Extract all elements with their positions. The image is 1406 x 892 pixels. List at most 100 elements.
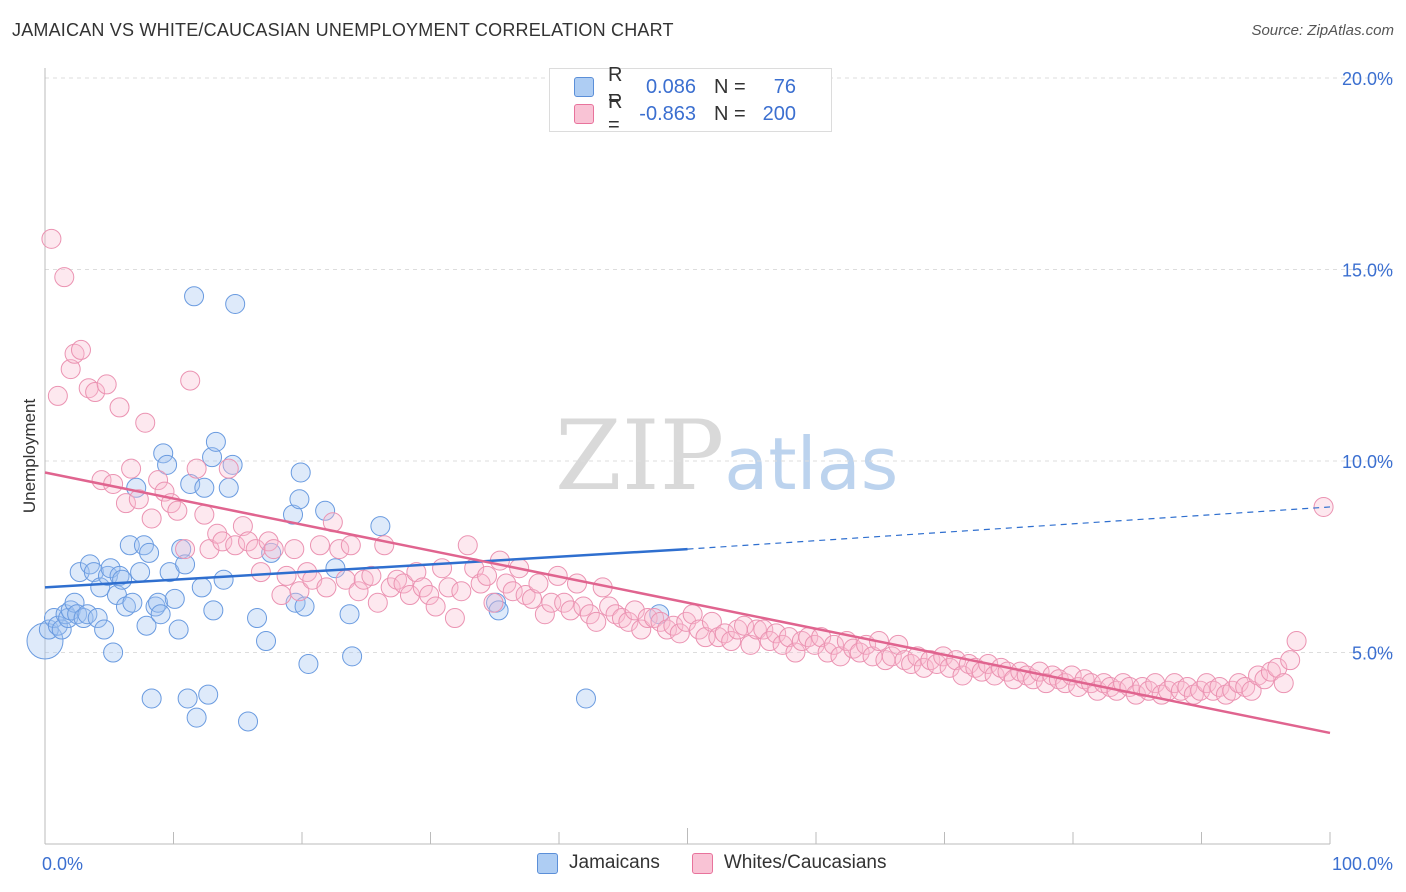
jamaican-point (225, 293, 246, 314)
jamaican-point (94, 619, 115, 640)
white-point (432, 558, 453, 579)
jamaican-point (184, 286, 205, 307)
white-point (618, 611, 639, 632)
white-point (348, 581, 369, 602)
white-point (47, 385, 68, 406)
legend-r-value: -0.863 (639, 102, 696, 125)
jamaican-point (77, 604, 98, 625)
legend-r-value: 0.086 (645, 75, 696, 98)
white-point (406, 562, 427, 583)
white-point (121, 458, 142, 479)
jamaican-point (67, 604, 88, 625)
jamaican-point (342, 646, 363, 667)
watermark-zip: ZIP (555, 400, 725, 512)
white-point (54, 267, 75, 288)
stats-legend: R = 0.086 N = 76 R = -0.863 N = 200 (549, 64, 832, 136)
white-point (284, 539, 305, 560)
jamaican-point (103, 642, 124, 663)
white-point (785, 642, 806, 663)
legend-n-label: N = (714, 75, 746, 98)
white-point (791, 631, 812, 652)
legend-n-value: 200 (762, 102, 796, 125)
white-point (644, 608, 665, 629)
white-point (225, 535, 246, 556)
white-point (1215, 684, 1236, 705)
watermark-atlas: atlas (724, 422, 899, 506)
jamaican-point (218, 477, 239, 498)
jamaican-trend-line (44, 547, 688, 589)
white-point (271, 585, 292, 606)
white-point (444, 608, 465, 629)
source-label: Source: ZipAtlas.com (1251, 22, 1394, 39)
white-point (238, 531, 259, 552)
white-point (212, 531, 233, 552)
jamaican-point (205, 431, 226, 452)
jamaican-point (294, 596, 315, 617)
white-point (669, 623, 690, 644)
jamaican-point (175, 554, 196, 575)
chart-title: JAMAICAN VS WHITE/CAUCASIAN UNEMPLOYMENT… (12, 20, 674, 40)
white-point (894, 650, 915, 671)
white-point (515, 585, 536, 606)
white-point (528, 573, 549, 594)
jamaican-point (139, 542, 160, 563)
white-point (387, 569, 408, 590)
white-point (1267, 657, 1288, 678)
jamaican-point (119, 535, 140, 556)
white-point (566, 573, 587, 594)
jamaican-point (339, 604, 360, 625)
white-point (141, 508, 162, 529)
white-point (534, 604, 555, 625)
white-point (393, 573, 414, 594)
white-point (483, 592, 504, 613)
white-point (952, 665, 973, 686)
jamaican-point (370, 516, 391, 537)
y-tick-label: 15.0% (1342, 261, 1393, 281)
white-point (1241, 680, 1262, 701)
white-point (637, 608, 658, 629)
white-point (451, 581, 472, 602)
white-point (96, 374, 117, 395)
jamaican-point (157, 454, 178, 475)
white-point (830, 646, 851, 667)
white-point (907, 646, 928, 667)
jamaican-point (194, 477, 215, 498)
jamaican-point (186, 707, 207, 728)
white-point (1260, 661, 1281, 682)
white-point (823, 634, 844, 655)
legend-label-jamaicans: Jamaicans (569, 852, 660, 873)
white-point (135, 412, 156, 433)
white-point (70, 339, 91, 360)
jamaican-point (289, 489, 310, 510)
white-point (148, 470, 169, 491)
white-point (746, 619, 767, 640)
jamaican-point (69, 562, 90, 583)
white-point (250, 562, 271, 583)
white-point (115, 493, 136, 514)
jamaican-point (130, 562, 151, 583)
white-point (419, 585, 440, 606)
white-point (502, 581, 523, 602)
white-point (457, 535, 478, 556)
jamaican-point (247, 608, 268, 629)
jamaican-point (26, 622, 64, 660)
jamaican-point (109, 565, 130, 586)
white-point (1313, 496, 1334, 517)
white-point (245, 539, 266, 560)
jamaican-point (136, 615, 157, 636)
white-point (367, 592, 388, 613)
jamaican-point (122, 592, 143, 613)
jamaican-point (283, 504, 304, 525)
white-point (631, 619, 652, 640)
white-point (740, 634, 761, 655)
white-point (1132, 676, 1153, 697)
jamaican-point (150, 604, 171, 625)
white-point (811, 627, 832, 648)
white-point (175, 539, 196, 560)
white-point (276, 565, 297, 586)
white-point (1248, 665, 1269, 686)
white-point (316, 577, 337, 598)
jamaican-point (115, 596, 136, 617)
white-point (232, 516, 253, 537)
y-axis-label: Unemployment (20, 399, 39, 514)
